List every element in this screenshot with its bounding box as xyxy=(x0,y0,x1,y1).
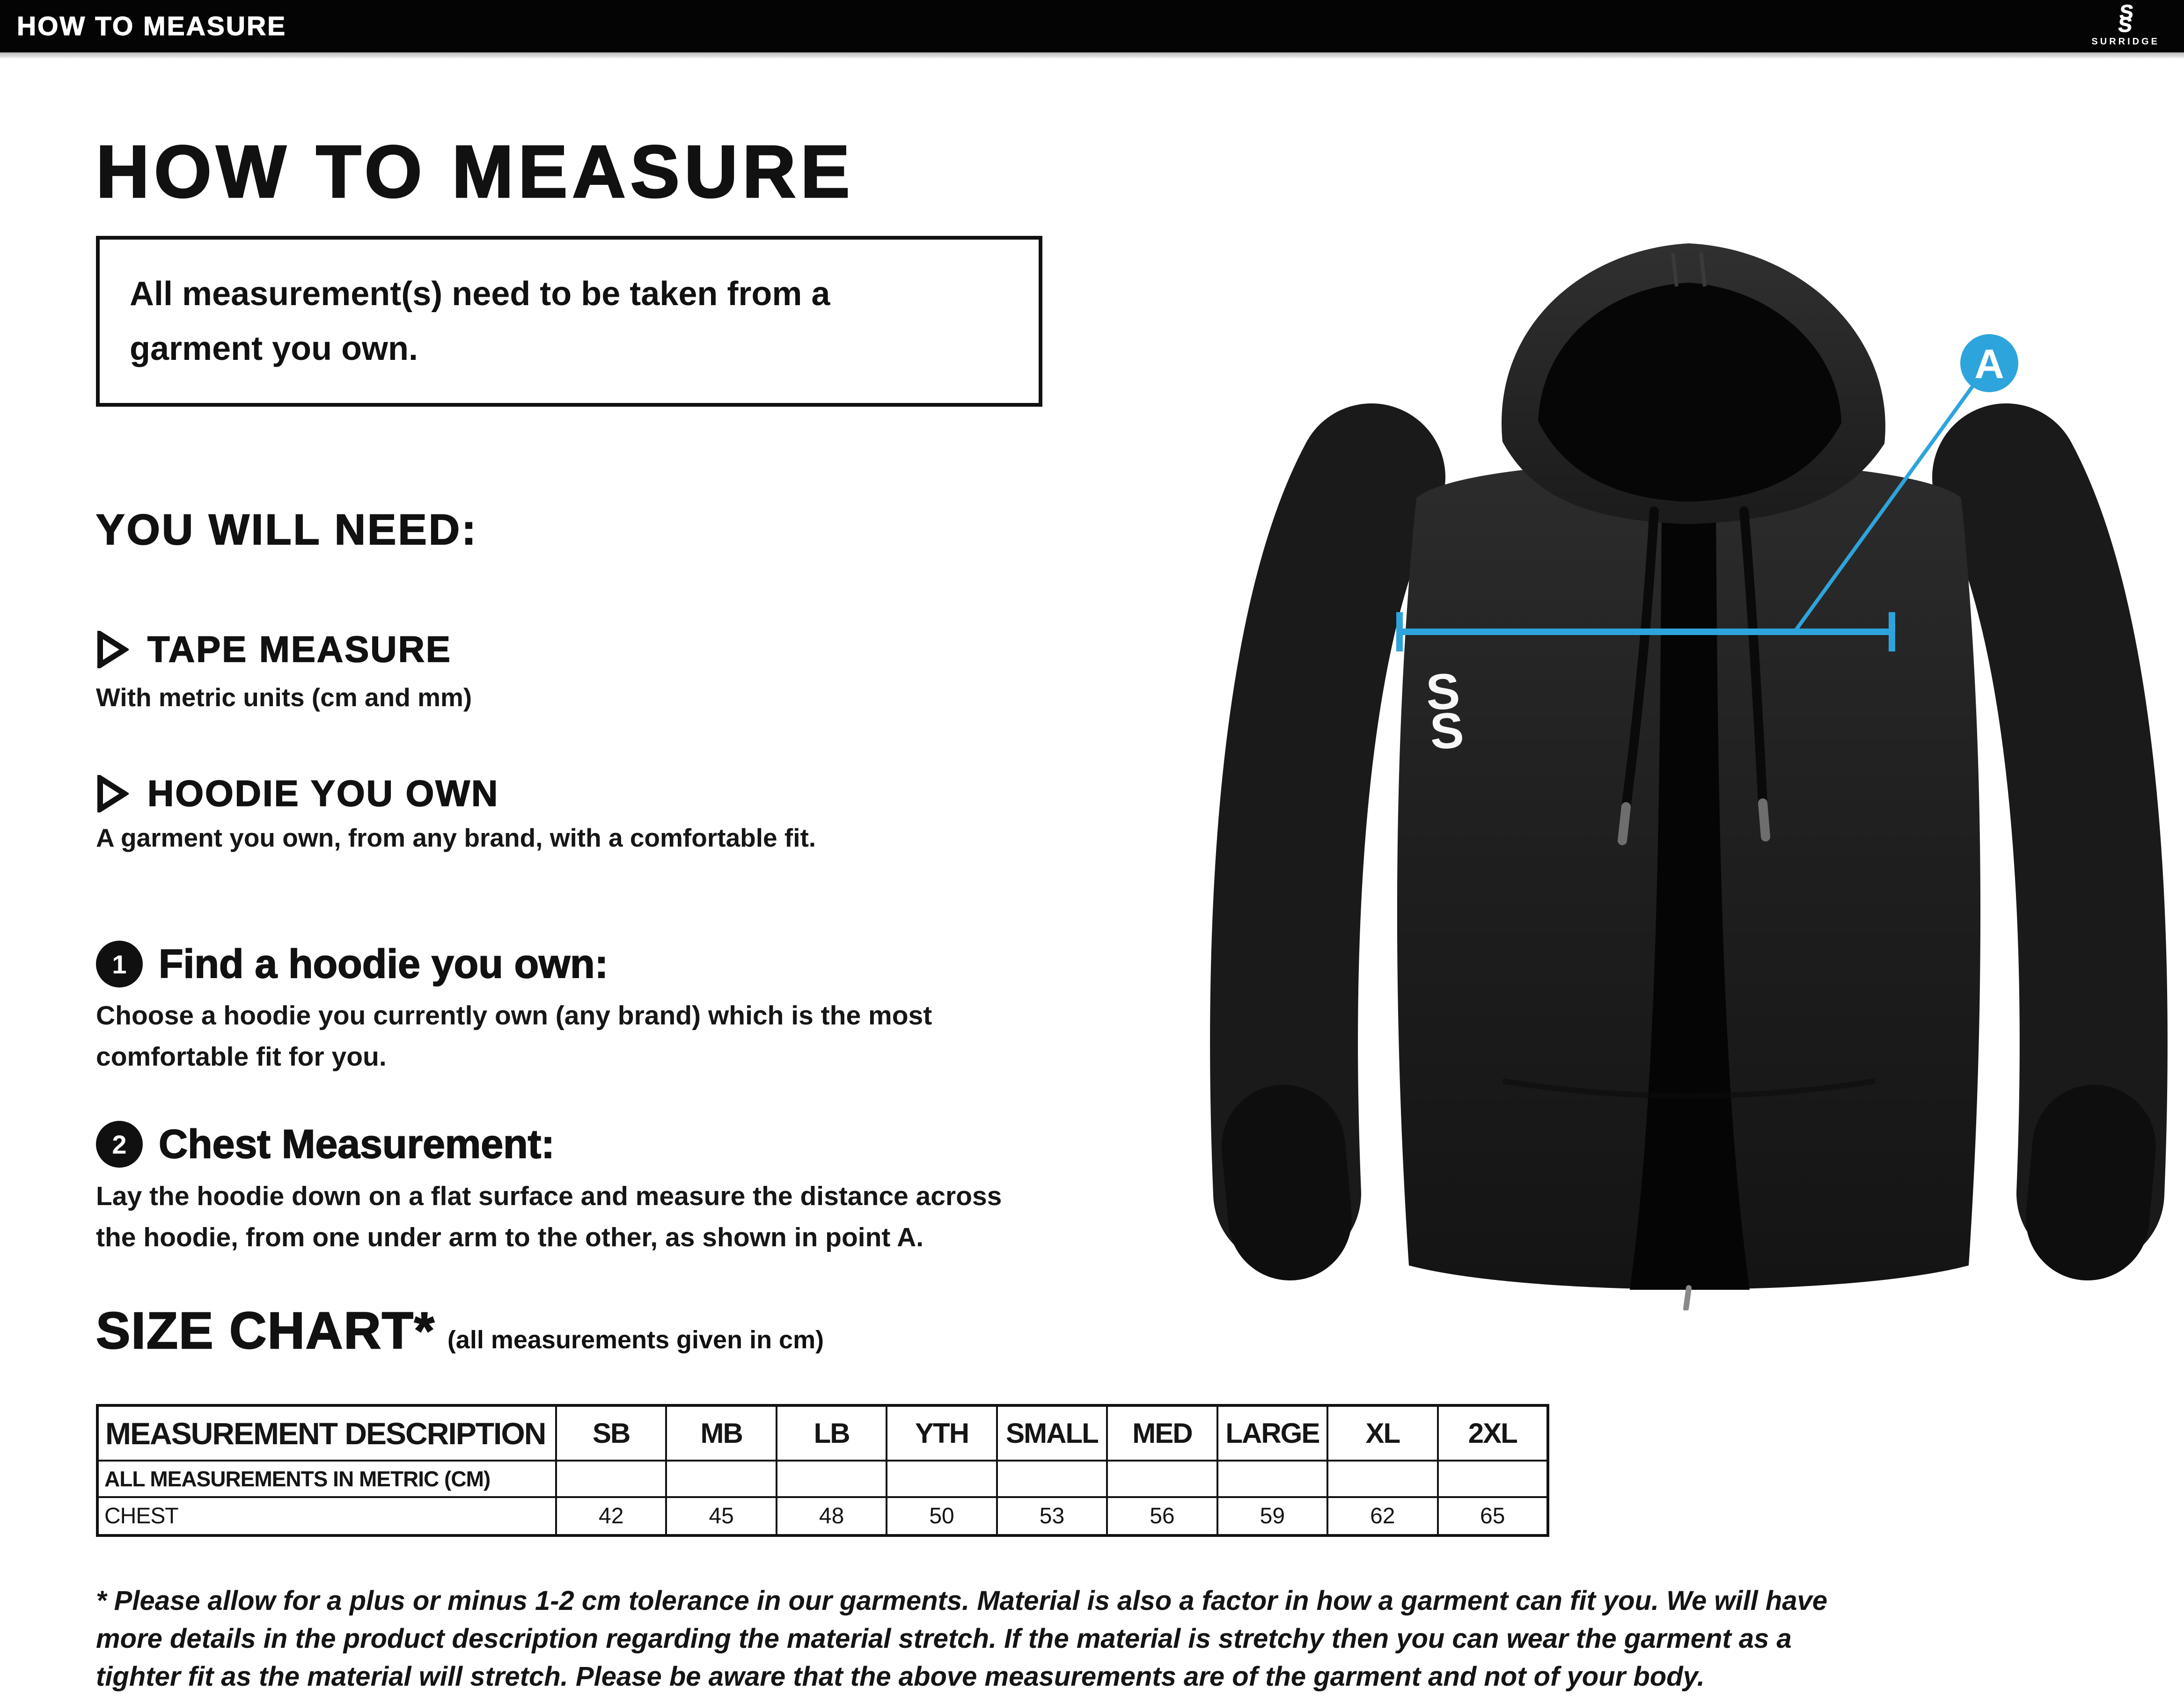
table-cell: 42 xyxy=(555,1496,667,1536)
table-cell xyxy=(996,1460,1108,1498)
size-chart-subtitle: (all measurements given in cm) xyxy=(447,1326,824,1354)
step-number-badge: 1 xyxy=(96,941,143,987)
table-cell xyxy=(1327,1460,1439,1498)
column-header: LB xyxy=(775,1404,888,1462)
hoodie-left-cuff xyxy=(1222,1085,1352,1280)
step-description: Choose a hoodie you currently own (any b… xyxy=(96,1001,932,1072)
table-cell: 62 xyxy=(1327,1496,1439,1536)
point-a-label: A xyxy=(1974,341,2004,387)
table-cell: 45 xyxy=(665,1496,777,1536)
brand-name: SURRIDGE xyxy=(2091,37,2160,47)
point-a-icon xyxy=(1960,334,2018,392)
table-cell: 56 xyxy=(1106,1496,1218,1536)
table-row-metric-note: ALL MEASUREMENTS IN METRIC (CM) xyxy=(96,1460,1549,1498)
you-will-need-heading: YOU WILL NEED: xyxy=(95,506,478,554)
table-cell xyxy=(665,1460,777,1498)
need-item-title: TAPE MEASURE xyxy=(147,628,452,670)
table-cell xyxy=(555,1460,667,1498)
header-title: HOW TO MEASURE xyxy=(16,11,287,41)
hoodie-right-sleeve xyxy=(1932,403,2168,1267)
table-cell: 50 xyxy=(886,1496,998,1536)
need-item-hoodie: HOODIE YOU OWN xyxy=(96,772,499,815)
table-cell: 53 xyxy=(996,1496,1108,1536)
table-cell xyxy=(775,1460,888,1498)
pointer-line xyxy=(1793,385,1974,633)
hoodie-chest-logo-icon: S S xyxy=(1425,662,1466,760)
page-title: HOW TO MEASURE xyxy=(95,131,855,213)
need-item-description: With metric units (cm and mm) xyxy=(96,683,472,712)
table-row-chest: CHEST 42 45 48 50 53 56 59 62 65 xyxy=(96,1496,1549,1536)
notice-box: All measurement(s) need to be taken from… xyxy=(96,236,1042,407)
column-header: MEASUREMENT DESCRIPTION xyxy=(96,1404,557,1462)
table-cell: 59 xyxy=(1216,1496,1329,1536)
step-title: Find a hoodie you own: xyxy=(158,941,608,987)
svg-text:S: S xyxy=(1429,702,1465,760)
bullet-triangle-icon xyxy=(97,630,129,668)
row-label: CHEST xyxy=(96,1496,557,1536)
step-number-badge: 2 xyxy=(96,1121,143,1168)
size-chart-table: MEASUREMENT DESCRIPTION SB MB LB YTH SMA… xyxy=(96,1404,1549,1537)
need-item-tape-measure: TAPE MEASURE xyxy=(96,628,452,671)
step-description: Lay the hoodie down on a flat surface an… xyxy=(96,1181,1002,1253)
hoodie-hood-opening xyxy=(1538,283,1841,502)
tolerance-footnote: * Please allow for a plus or minus 1-2 c… xyxy=(96,1586,1828,1692)
row-label: ALL MEASUREMENTS IN METRIC (CM) xyxy=(96,1460,557,1498)
drawstring-aglet xyxy=(1618,802,1631,845)
column-header: LARGE xyxy=(1216,1404,1329,1462)
need-item-description: A garment you own, from any brand, with … xyxy=(96,823,816,852)
table-cell xyxy=(1216,1460,1329,1498)
column-header: YTH xyxy=(886,1404,998,1462)
table-cell xyxy=(886,1460,998,1498)
column-header: SMALL xyxy=(996,1404,1108,1462)
hoodie-diagram: S S A xyxy=(1210,243,2168,1310)
step-title: Chest Measurement: xyxy=(158,1121,555,1167)
step-2: 2 Chest Measurement: xyxy=(96,1121,555,1168)
surridge-monogram-icon: S S xyxy=(2117,0,2134,37)
table-header-row: MEASUREMENT DESCRIPTION SB MB LB YTH SMA… xyxy=(96,1404,1549,1462)
size-chart-heading: SIZE CHART* (all measurements given in c… xyxy=(95,1301,824,1360)
table-cell xyxy=(1436,1460,1549,1498)
column-header: SB xyxy=(555,1404,667,1462)
column-header: XL xyxy=(1327,1404,1439,1462)
hoodie-drawstring-left-tip xyxy=(1739,506,1767,808)
hoodie-illustration: S S A xyxy=(1194,197,2184,1310)
drawstring-aglet xyxy=(1758,798,1770,841)
chest-measurement-overlay: A xyxy=(1396,334,2018,651)
table-cell: 65 xyxy=(1436,1496,1549,1536)
need-item-title: HOODIE YOU OWN xyxy=(147,772,499,814)
zipper-pull xyxy=(1683,1285,1692,1310)
header-bar: HOW TO MEASURE S S SURRIDGE xyxy=(0,0,2184,52)
hoodie-drawstring-left xyxy=(1621,506,1659,811)
svg-text:S: S xyxy=(1425,662,1461,721)
header-divider xyxy=(0,52,2184,58)
logo-letter: S xyxy=(2117,14,2133,37)
column-header: MB xyxy=(665,1404,777,1462)
hoodie-left-sleeve xyxy=(1210,403,1445,1267)
size-chart-title: SIZE CHART* xyxy=(95,1301,435,1360)
hoodie-pocket-seam xyxy=(1502,1078,1876,1099)
column-header: MED xyxy=(1106,1404,1218,1462)
surridge-logo-icon: S S SURRIDGE xyxy=(2091,0,2160,47)
column-header: 2XL xyxy=(1436,1404,1549,1462)
hood-stitch-detail xyxy=(1671,252,1707,287)
table-cell: 48 xyxy=(775,1496,888,1536)
hoodie-right-cuff xyxy=(2026,1085,2156,1280)
table-cell xyxy=(1106,1460,1218,1498)
step-1: 1 Find a hoodie you own: xyxy=(96,941,608,987)
bullet-triangle-icon xyxy=(97,775,129,812)
